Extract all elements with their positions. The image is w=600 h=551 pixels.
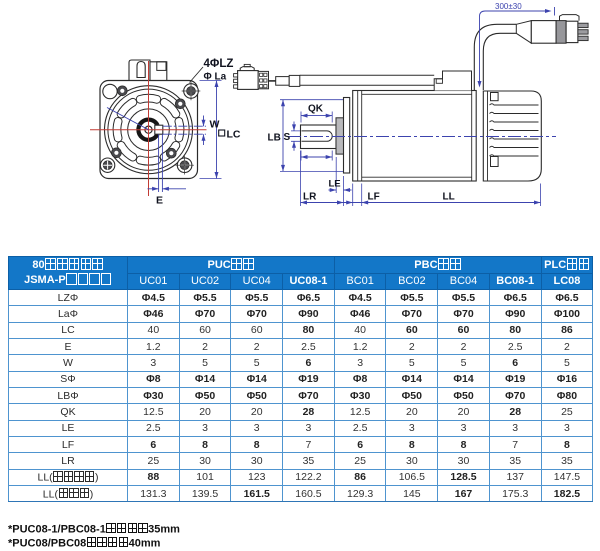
svg-text:4ΦLZ: 4ΦLZ	[204, 58, 234, 70]
svg-text:LL: LL	[443, 192, 455, 203]
svg-text:W: W	[210, 119, 220, 131]
svg-text:LC: LC	[227, 129, 241, 141]
svg-text:300±30: 300±30	[495, 2, 522, 11]
svg-text:LE: LE	[329, 179, 341, 190]
svg-text:Φ La: Φ La	[204, 72, 227, 83]
svg-text:LR: LR	[303, 192, 317, 203]
svg-text:QK: QK	[308, 104, 324, 115]
svg-text:LB: LB	[268, 133, 281, 144]
svg-text:E: E	[156, 195, 163, 207]
svg-text:S: S	[284, 132, 291, 143]
svg-text:LF: LF	[368, 192, 380, 203]
